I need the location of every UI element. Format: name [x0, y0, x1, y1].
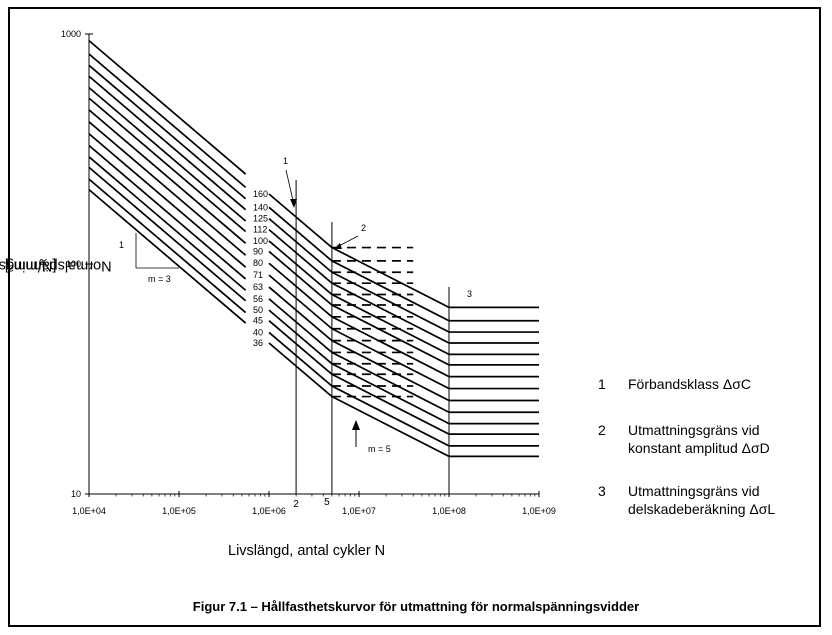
x-tick-label: 1,0E+06 [252, 506, 286, 516]
sn-curve-upper-segment [88, 133, 247, 268]
sn-curve-lower-segment [268, 240, 539, 356]
x-tick-label: 1,0E+07 [342, 506, 376, 516]
vertical-label-5: 5 [324, 497, 330, 508]
point-annotation-2: 2 [361, 223, 366, 233]
sn-curve-upper-segment [88, 109, 247, 244]
legend-number: 3 [598, 483, 606, 499]
sn-curve-upper-segment [88, 156, 247, 291]
class-label: 80 [253, 258, 263, 268]
legend-text: konstant amplitud ΔσD [628, 440, 770, 456]
sn-curve-upper-segment [88, 53, 247, 189]
sn-curve-upper-segment [88, 144, 247, 280]
y-tick-label: 1000 [61, 29, 81, 39]
sn-curve-lower-segment [268, 331, 539, 447]
x-tick-label: 1,0E+04 [72, 506, 106, 516]
point-annotation-3: 3 [467, 289, 472, 299]
sn-curve-upper-segment [88, 97, 247, 233]
sn-curve-upper-segment [88, 121, 247, 256]
figure-frame [8, 7, 821, 627]
slope-arrowhead-m5 [352, 420, 360, 430]
sn-curve-lower-segment [268, 193, 539, 309]
sn-curve-upper-segment [88, 188, 247, 324]
x-tick-label: 1,0E+09 [522, 506, 556, 516]
slope-marker-1: 1 [119, 240, 124, 250]
slope-text-m5: m = 5 [368, 444, 391, 454]
sn-curve-lower-segment [268, 286, 539, 402]
class-label: 36 [253, 338, 263, 348]
legend-text: Utmattningsgräns vid [628, 483, 760, 499]
legend-text: Utmattningsgräns vid [628, 422, 760, 438]
sn-curve-lower-segment [268, 274, 539, 390]
sn-curve-lower-segment [268, 320, 539, 435]
legend-number: 1 [598, 376, 606, 392]
slope-text-m3: m = 3 [148, 274, 171, 284]
sn-curve-upper-segment [88, 75, 247, 211]
x-tick-label: 1,0E+08 [432, 506, 466, 516]
vertical-label-2: 2 [293, 499, 299, 510]
y-tick-label: 100 [66, 259, 81, 269]
sn-curve-lower-segment [268, 309, 539, 425]
class-label: 50 [253, 305, 263, 315]
y-tick-label: 10 [71, 489, 81, 499]
class-label: 56 [253, 294, 263, 304]
x-tick-label: 1,0E+05 [162, 506, 196, 516]
class-label: 112 [253, 225, 267, 235]
class-label: 71 [253, 270, 263, 280]
class-label: 63 [253, 282, 263, 292]
point-arrowhead-2 [334, 243, 342, 249]
sn-curve-upper-segment [88, 166, 247, 302]
sn-curve-upper-segment [88, 39, 247, 175]
sn-curve-upper-segment [88, 86, 247, 222]
class-label: 140 [253, 202, 268, 212]
class-label: 125 [253, 214, 268, 224]
sn-curve-lower-segment [268, 228, 539, 344]
class-label: 45 [253, 316, 263, 326]
sn-curve-upper-segment [88, 178, 247, 314]
x-axis-label: Livslängd, antal cykler N [228, 543, 386, 559]
legend-text: delskadeberäkning ΔσL [628, 501, 776, 517]
sn-curve-lower-segment [268, 250, 539, 366]
slope-triangle [135, 233, 179, 269]
class-label: 160 [253, 189, 268, 199]
legend-text: Förbandsklass ΔσC [628, 376, 752, 392]
sn-curve-lower-segment [268, 217, 539, 333]
sn-curve-upper-segment [88, 64, 247, 200]
class-label: 100 [253, 236, 268, 246]
sn-curve-lower-segment [268, 206, 539, 322]
point-arrowhead-1 [290, 199, 297, 208]
point-annotation-1: 1 [283, 156, 288, 166]
sn-curve-lower-segment [268, 342, 539, 458]
sn-curve-lower-segment [268, 298, 539, 414]
legend-number: 2 [598, 422, 606, 438]
class-label: 90 [253, 246, 263, 256]
class-label: 40 [253, 327, 263, 337]
sn-curve-lower-segment [268, 262, 539, 378]
figure-caption: Figur 7.1 – Hållfasthetskurvor för utmat… [192, 599, 640, 614]
